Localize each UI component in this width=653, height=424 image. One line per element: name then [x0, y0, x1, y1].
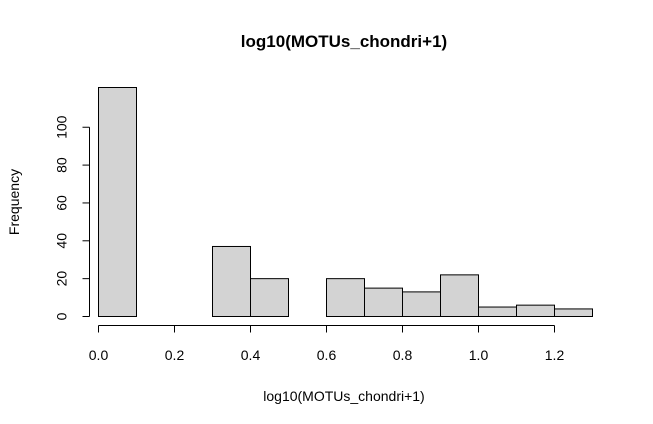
x-tick-label: 1.0 — [469, 347, 489, 363]
histogram-bar — [326, 278, 365, 318]
x-tick-label: 0.8 — [393, 347, 413, 363]
chart-title: log10(MOTUs_chondri+1) — [241, 32, 447, 51]
bars-group — [98, 87, 593, 318]
x-tick-label: 1.2 — [545, 347, 565, 363]
histogram-bar — [478, 306, 517, 318]
histogram-bar — [364, 287, 403, 318]
histogram-bar — [440, 274, 479, 318]
histogram-bar — [516, 304, 555, 317]
y-tick-label: 100 — [54, 115, 70, 139]
x-axis: 0.0 0.2 0.4 0.6 0.8 1.0 1.2 — [89, 325, 565, 363]
histogram-bar — [402, 291, 441, 318]
y-tick-label: 40 — [54, 233, 70, 249]
y-tick-label: 0 — [54, 312, 70, 320]
y-tick-label: 80 — [54, 157, 70, 173]
x-tick-label: 0.4 — [241, 347, 261, 363]
histogram-bar — [212, 245, 251, 317]
y-tick-label: 60 — [54, 195, 70, 211]
x-tick-label: 0.6 — [317, 347, 337, 363]
y-axis: 0 20 40 60 80 100 — [54, 115, 90, 320]
x-tick-label: 0.2 — [165, 347, 185, 363]
histogram-bar — [250, 278, 289, 318]
histogram-bar — [554, 308, 593, 317]
y-axis-label: Frequency — [6, 169, 22, 235]
x-axis-label: log10(MOTUs_chondri+1) — [263, 388, 424, 404]
x-tick-label: 0.0 — [89, 347, 109, 363]
histogram-bar — [98, 87, 137, 317]
y-tick-label: 20 — [54, 271, 70, 287]
